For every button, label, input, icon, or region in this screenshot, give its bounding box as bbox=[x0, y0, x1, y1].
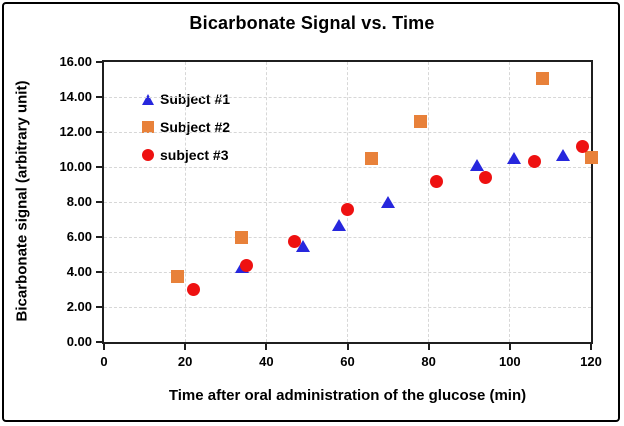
y-tick-mark bbox=[96, 306, 102, 308]
y-tick-label: 16.00 bbox=[59, 54, 92, 69]
y-tick-label: 8.00 bbox=[66, 194, 92, 209]
x-tick-mark bbox=[508, 344, 511, 350]
legend-item: Subject #2 bbox=[142, 119, 230, 135]
data-point-triangle bbox=[470, 159, 485, 172]
data-point-circle bbox=[186, 283, 200, 296]
y-tick-mark bbox=[96, 131, 102, 133]
y-tick-label: 6.00 bbox=[66, 229, 92, 244]
data-point-triangle bbox=[381, 196, 396, 208]
y-tick-mark bbox=[96, 201, 102, 203]
data-point-square bbox=[414, 115, 428, 128]
data-point-circle bbox=[430, 174, 444, 188]
gridline-vertical bbox=[509, 62, 511, 342]
data-point-triangle bbox=[332, 218, 347, 231]
x-tick-mark bbox=[103, 344, 105, 350]
legend-item: Subject #1 bbox=[142, 91, 230, 107]
x-tick-mark bbox=[184, 344, 187, 350]
y-axis-label: Bicarbonate signal (arbitrary unit) bbox=[13, 80, 31, 322]
legend: Subject #1 Subject #2 subject #3 bbox=[142, 91, 230, 163]
legend-item: subject #3 bbox=[142, 147, 230, 163]
data-point-circle bbox=[239, 258, 253, 272]
data-point-circle bbox=[288, 234, 302, 248]
x-tick-mark bbox=[265, 344, 268, 350]
triangle-icon bbox=[142, 93, 154, 105]
data-point-circle bbox=[341, 203, 354, 217]
y-tick-mark bbox=[96, 61, 102, 63]
x-tick-label: 120 bbox=[580, 354, 602, 369]
data-point-square bbox=[170, 269, 184, 283]
y-tick-mark bbox=[96, 96, 102, 98]
y-tick-label: 10.00 bbox=[59, 159, 92, 174]
legend-label: Subject #1 bbox=[160, 91, 231, 107]
gridline-vertical bbox=[184, 62, 186, 342]
y-tick-mark bbox=[96, 166, 102, 168]
data-point-square bbox=[584, 150, 598, 164]
data-point-circle bbox=[576, 139, 590, 153]
x-tick-label: 20 bbox=[177, 354, 193, 369]
x-tick-label: 40 bbox=[259, 354, 274, 369]
gridline-vertical bbox=[265, 62, 267, 342]
x-tick-label: 60 bbox=[340, 354, 355, 369]
x-tick-label: 80 bbox=[421, 354, 436, 369]
legend-label: Subject #2 bbox=[160, 119, 231, 135]
y-tick-label: 2.00 bbox=[66, 299, 92, 314]
gridline-vertical bbox=[428, 62, 430, 342]
x-tick-mark bbox=[427, 344, 430, 350]
y-tick-label: 14.00 bbox=[59, 89, 92, 104]
x-tick-label: 100 bbox=[498, 354, 521, 369]
y-tick-label: 0.00 bbox=[66, 334, 92, 349]
x-tick-mark bbox=[346, 344, 349, 350]
data-point-triangle bbox=[506, 152, 521, 165]
x-tick-mark bbox=[590, 344, 592, 350]
gridline-vertical bbox=[347, 62, 348, 342]
y-tick-mark bbox=[96, 271, 102, 273]
data-point-circle bbox=[478, 171, 492, 184]
data-point-square bbox=[365, 151, 379, 165]
y-tick-label: 12.00 bbox=[59, 124, 92, 139]
data-point-circle bbox=[527, 155, 541, 169]
y-tick-label: 4.00 bbox=[66, 264, 92, 279]
circle-icon bbox=[142, 149, 154, 161]
data-point-square bbox=[535, 72, 549, 86]
plot-area: Subject #1 Subject #2 subject #3 bbox=[102, 60, 598, 344]
chart-title: Bicarbonate Signal vs. Time bbox=[189, 13, 435, 33]
data-point-triangle bbox=[555, 148, 570, 161]
data-point-square bbox=[235, 230, 249, 244]
legend-label: subject #3 bbox=[160, 147, 229, 163]
square-icon bbox=[142, 121, 154, 133]
y-tick-mark bbox=[96, 236, 102, 238]
x-axis-label: Time after oral administration of the gl… bbox=[168, 387, 527, 404]
y-tick-mark bbox=[96, 341, 102, 343]
x-tick-label: 0 bbox=[100, 354, 108, 369]
